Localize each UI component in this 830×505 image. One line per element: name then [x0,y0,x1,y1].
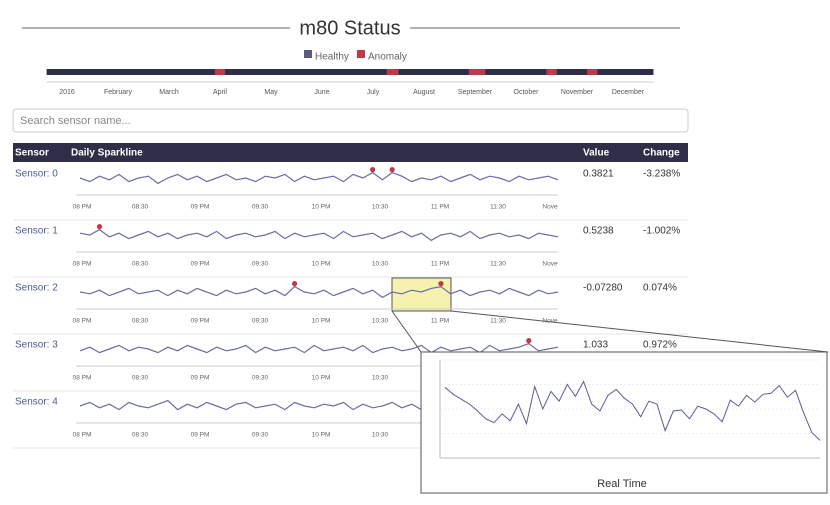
legend-swatch [304,50,312,58]
timeline-label: 2016 [59,89,75,96]
legend-label: Healthy [315,52,349,63]
timeline-anomaly [468,69,486,75]
legend-swatch [357,50,365,58]
timeline-anomaly [587,69,598,75]
sparkline-tick-label: 09:30 [252,318,269,325]
timeline-anomaly [386,69,399,75]
sensor-value: 0.5238 [583,226,614,237]
sparkline-tick-label: 11 PM [431,318,449,325]
sparkline [79,171,559,185]
sparkline-tick-label: 10 PM [312,375,331,382]
sparkline-tick-label: 09:30 [252,432,269,439]
sparkline-tick-label: 10:30 [372,261,389,268]
title: m80 Status [299,17,400,39]
anomaly-marker [526,338,532,344]
timeline-label: November [561,89,594,96]
timeline-label: February [104,89,133,96]
sensor-value: -0.07280 [583,283,623,294]
timeline-label: May [264,89,278,96]
zoom-title: Real Time [597,478,647,490]
sensor-name[interactable]: Sensor: 3 [15,340,58,351]
sparkline-tick-label: 09 PM [191,432,210,439]
sensor-name[interactable]: Sensor: 1 [15,226,58,237]
timeline-bar [46,69,654,75]
zoom-line [444,380,821,441]
sparkline-tick-label: 08:30 [132,204,149,211]
sparkline-tick-label: Nove [542,204,558,211]
timeline-label: December [612,89,645,96]
timeline-label: April [213,89,227,96]
sparkline-tick-label: 10 PM [312,318,331,325]
sensor-change: -1.002% [643,226,680,237]
sparkline-tick-label: 11:30 [490,261,506,268]
timeline-anomaly [214,69,226,75]
sparkline-tick-label: 11:30 [490,318,506,325]
zoom-connector [450,310,829,353]
sensor-change: 0.074% [643,283,677,294]
sparkline-tick-label: 10:30 [372,204,389,211]
sparkline-tick-label: 08 PM [73,375,92,382]
sparkline-tick-label: 11 PM [431,204,449,211]
sparkline [79,342,559,354]
column-header: Daily Sparkline [71,148,143,159]
timeline-label: August [413,89,435,96]
sparkline-tick-label: 08 PM [73,318,92,325]
sparkline-tick-label: 10 PM [312,204,331,211]
search-box[interactable] [12,108,689,133]
timeline-anomaly [546,69,557,75]
timeline-label: October [514,89,540,96]
sensor-change: 0.972% [643,340,677,351]
sparkline-tick-label: 08:30 [132,375,149,382]
sparkline-tick-label: 09 PM [191,375,210,382]
timeline-label: March [159,89,179,96]
anomaly-marker [96,224,103,230]
sparkline-tick-label: Nove [542,261,558,268]
sparkline-tick-label: 10 PM [312,432,331,439]
sparkline-tick-label: 09 PM [191,261,210,268]
sparkline-tick-label: 10 PM [312,261,331,268]
anomaly-marker [292,281,298,287]
sparkline-tick-label: 08:30 [132,261,149,268]
sparkline-tick-label: 10:30 [372,432,389,439]
sparkline-tick-label: 09:30 [252,375,269,382]
sparkline-tick-label: 08:30 [132,318,149,325]
sensor-value: 1.033 [583,340,608,351]
sparkline-tick-label: 10:30 [372,375,389,382]
sparkline-tick-label: 11 PM [431,261,449,268]
sparkline-tick-label: 08:30 [132,432,149,439]
sparkline [79,228,559,242]
sparkline-tick-label: 08 PM [73,204,92,211]
sparkline [79,285,559,299]
sparkline-tick-label: Nove [542,318,558,325]
sparkline-tick-label: 09 PM [191,204,210,211]
sensor-name[interactable]: Sensor: 0 [15,169,58,180]
table-header [13,143,688,162]
sensor-name[interactable]: Sensor: 4 [15,397,58,408]
sparkline-tick-label: 09:30 [252,261,269,268]
legend-label: Anomaly [368,52,407,63]
column-header: Sensor [15,148,49,159]
zoom-panel [420,351,828,494]
sparkline-tick-label: 11:30 [490,204,506,211]
search-placeholder[interactable]: Search sensor name... [20,115,131,127]
anomaly-marker [438,281,444,287]
column-header: Change [643,148,680,159]
sensor-name[interactable]: Sensor: 2 [15,283,58,294]
sensor-value: 0.3821 [583,169,614,180]
timeline-label: July [367,89,380,96]
sparkline-tick-label: 08 PM [73,261,92,268]
zoom-connector [391,310,422,353]
sparkline-tick-label: 09:30 [252,204,269,211]
anomaly-marker [370,167,376,173]
sparkline-tick-label: 10:30 [372,318,389,325]
sparkline-tick-label: 08 PM [73,432,92,439]
timeline-label: June [314,89,329,96]
anomaly-marker [389,167,395,173]
sparkline-tick-label: 09 PM [191,318,210,325]
sensor-change: -3.238% [643,169,680,180]
column-header: Value [583,148,610,159]
timeline-label: September [458,89,493,96]
